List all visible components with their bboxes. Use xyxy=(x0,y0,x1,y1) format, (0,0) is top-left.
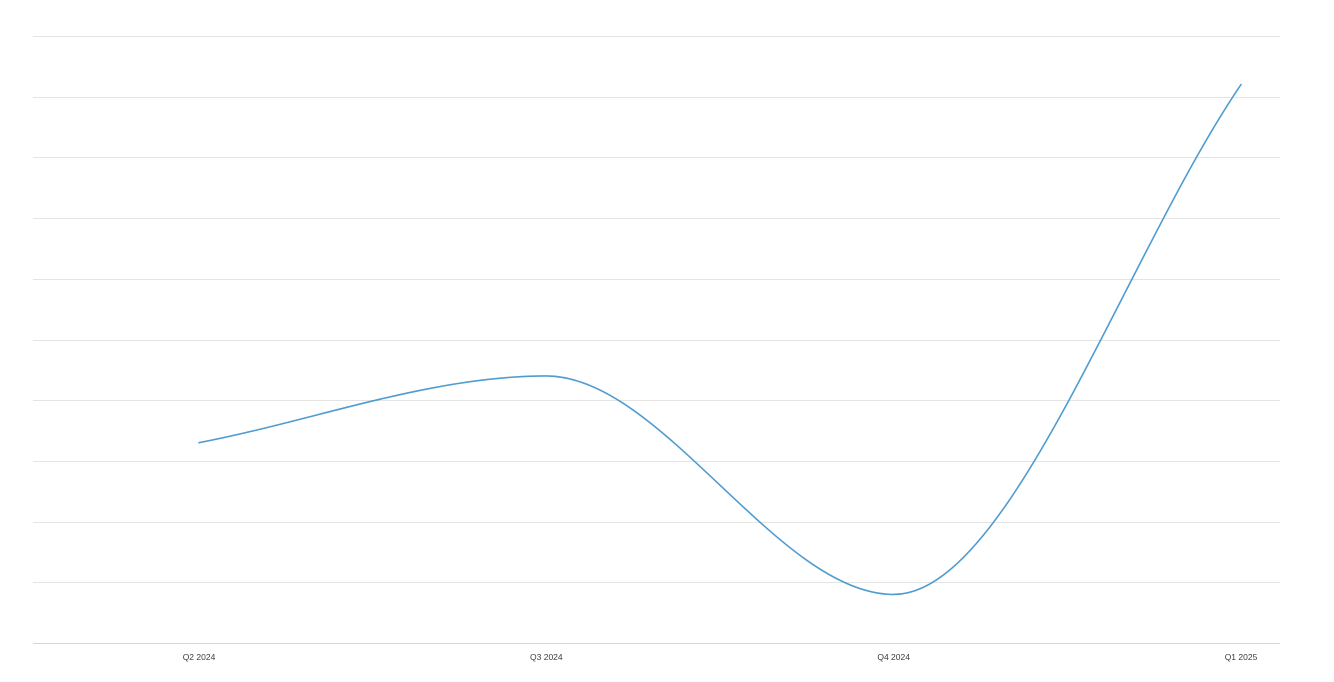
data-point-q3-2024 xyxy=(542,372,550,380)
series-line-0 xyxy=(198,83,1242,596)
x-tick-label: Q1 2025 xyxy=(1225,652,1258,662)
gridlines xyxy=(33,36,1280,644)
x-axis: Q2 2024 Q3 2024 Q4 2024 Q1 2025 xyxy=(183,652,1258,662)
x-tick-label: Q2 2024 xyxy=(183,652,216,662)
x-tick-label: Q4 2024 xyxy=(877,652,910,662)
series-layer xyxy=(195,81,1245,598)
data-point-q4-2024 xyxy=(890,590,898,598)
data-point-q1-2025 xyxy=(1237,81,1245,89)
x-tick-label: Q3 2024 xyxy=(530,652,563,662)
data-point-q2-2024 xyxy=(195,439,203,447)
